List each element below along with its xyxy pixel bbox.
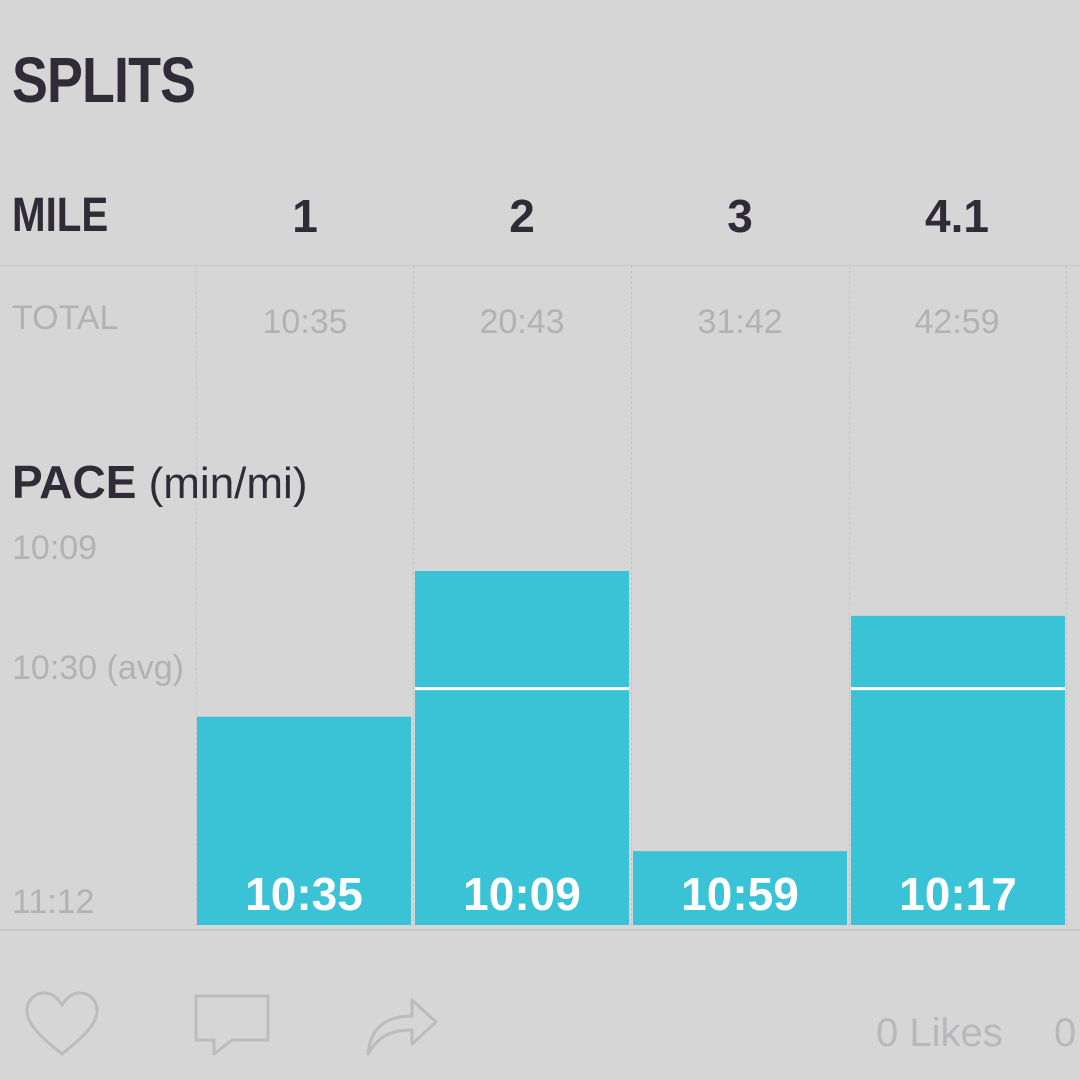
- chart-baseline: [0, 929, 1080, 931]
- y-tick-label: 10:09: [12, 529, 98, 567]
- total-time: 42:59: [914, 303, 1000, 341]
- likes-count[interactable]: 0 Likes: [876, 1011, 1003, 1055]
- column-divider: [849, 266, 850, 926]
- pace-heading-label: PACE: [12, 456, 137, 508]
- column-divider: [196, 266, 197, 926]
- total-time: 31:42: [697, 303, 783, 341]
- header-divider: [0, 265, 1080, 266]
- total-time: 10:35: [262, 303, 348, 341]
- y-tick-label: 10:30 (avg): [12, 649, 184, 687]
- comments-count[interactable]: 0: [1054, 1011, 1077, 1055]
- pace-bar: [633, 851, 847, 925]
- share-icon[interactable]: [362, 990, 442, 1060]
- total-time: 20:43: [479, 303, 565, 341]
- bar-value-label: 10:09: [463, 868, 581, 920]
- mile-row-label: MILE: [12, 189, 109, 242]
- y-tick-label: 11:12: [12, 883, 95, 921]
- column-divider: [1066, 266, 1067, 926]
- pace-heading: PACE (min/mi): [12, 452, 307, 514]
- mile-number: 3: [727, 190, 753, 242]
- column-divider: [413, 266, 414, 926]
- mile-number: 2: [509, 190, 535, 242]
- mile-number: 1: [292, 190, 318, 242]
- pace-heading-unit: (min/mi): [148, 459, 308, 508]
- bar-value-label: 10:35: [245, 868, 363, 920]
- pace-bar: [415, 571, 629, 925]
- total-row-label: TOTAL: [12, 299, 119, 337]
- comment-icon[interactable]: [192, 990, 272, 1060]
- pace-bar: [197, 716, 411, 925]
- column-divider: [631, 266, 632, 926]
- bar-value-label: 10:59: [681, 868, 799, 920]
- mile-number: 4.1: [925, 190, 989, 242]
- pace-bar: [851, 615, 1065, 925]
- page-title: SPLITS: [12, 44, 196, 116]
- heart-icon[interactable]: [22, 990, 102, 1060]
- bar-value-label: 10:17: [899, 868, 1017, 920]
